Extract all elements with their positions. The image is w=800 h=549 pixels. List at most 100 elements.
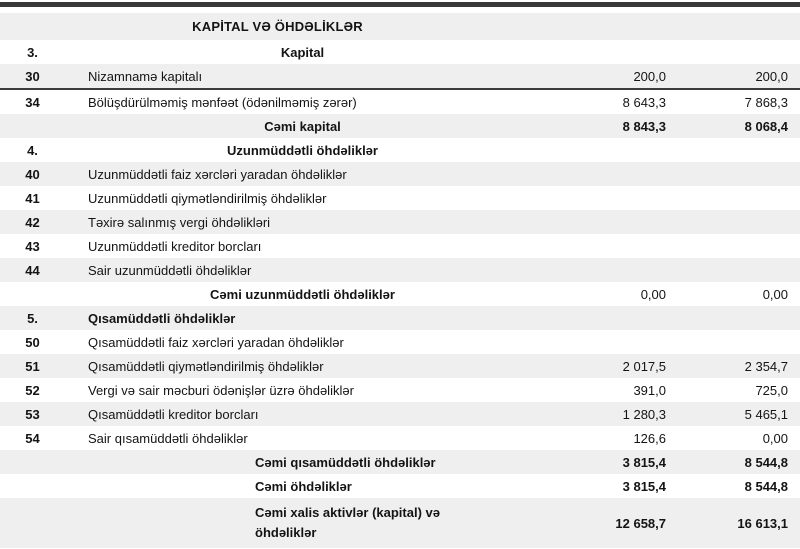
value-col-2-text: 0,00 bbox=[762, 430, 788, 446]
account-code-text: 30 bbox=[25, 68, 40, 84]
account-code-text: 53 bbox=[25, 406, 40, 422]
account-label: Sair qısamüddətli öhdəliklər bbox=[65, 431, 540, 446]
value-col-1: 1 280,3 bbox=[540, 407, 673, 422]
value-col-1-text: 12 658,7 bbox=[615, 515, 666, 531]
value-col-2-text: 7 868,3 bbox=[744, 94, 788, 110]
account-code: 5. bbox=[0, 311, 65, 326]
account-code-text: 3. bbox=[27, 44, 38, 60]
account-label: Təxirə salınmış vergi öhdəlikləri bbox=[65, 215, 540, 230]
value-col-2-text: 2 354,7 bbox=[744, 358, 788, 374]
table-row: 30 Nizamnamə kapitalı 200,0 200,0 bbox=[0, 64, 800, 88]
account-code: 41 bbox=[0, 191, 65, 206]
table-row: KAPİTAL VƏ ÖHDƏLİKLƏR bbox=[0, 13, 800, 40]
account-code-text: 52 bbox=[25, 382, 40, 398]
balance-sheet-table: KAPİTAL VƏ ÖHDƏLİKLƏR 3. Kapital 30 Nizamna… bbox=[0, 13, 800, 548]
account-code-text: 50 bbox=[25, 334, 40, 350]
table-row: 50 Qısamüddətli faiz xərcləri yaradan öhd… bbox=[0, 330, 800, 354]
value-col-1: 200,0 bbox=[540, 69, 673, 84]
account-label: Uzunmüddətli kreditor borcları bbox=[65, 239, 540, 254]
account-code-text: 43 bbox=[25, 238, 40, 254]
account-label-text: Sair uzunmüddətli öhdəliklər bbox=[88, 262, 252, 278]
value-col-1-text: 126,6 bbox=[633, 430, 666, 446]
account-label: Cəmi qısamüddətli öhdəliklər bbox=[65, 455, 540, 470]
account-label-text: Qısamüddətli kreditor borcları bbox=[88, 406, 259, 422]
account-label: Cəmi xalis aktivlər (kapital) və öhdəlik… bbox=[65, 503, 540, 543]
table-row: 53 Qısamüddətli kreditor borcları 1 280,3 5… bbox=[0, 402, 800, 426]
value-col-2: 0,00 bbox=[673, 431, 800, 446]
account-code: 44 bbox=[0, 263, 65, 278]
table-row: 42 Təxirə salınmış vergi öhdəlikləri bbox=[0, 210, 800, 234]
value-col-1: 0,00 bbox=[540, 287, 673, 302]
account-code-text: 41 bbox=[25, 190, 40, 206]
table-row: Cəmi qısamüddətli öhdəliklər 3 815,4 8 544… bbox=[0, 450, 800, 474]
account-label-text: Vergi və sair məcburi ödənişlər üzrə öhd… bbox=[88, 382, 354, 398]
account-code: 30 bbox=[0, 69, 65, 84]
account-code: 53 bbox=[0, 407, 65, 422]
value-col-2: 0,00 bbox=[673, 287, 800, 302]
account-code: 54 bbox=[0, 431, 65, 446]
value-col-1: 3 815,4 bbox=[540, 479, 673, 494]
value-col-1: 126,6 bbox=[540, 431, 673, 446]
value-col-2: 16 613,1 bbox=[673, 516, 800, 531]
value-col-2-text: 5 465,1 bbox=[744, 406, 788, 422]
account-code-text: 40 bbox=[25, 166, 40, 182]
value-col-2-text: 8 544,8 bbox=[744, 454, 788, 470]
value-col-1-text: 8 643,3 bbox=[622, 94, 666, 110]
value-col-1: 8 643,3 bbox=[540, 95, 673, 110]
account-code-text: 4. bbox=[27, 142, 38, 158]
account-label-text: Cəmi kapital bbox=[264, 118, 341, 134]
value-col-1: 12 658,7 bbox=[540, 516, 673, 531]
account-code: 52 bbox=[0, 383, 65, 398]
value-col-1: 3 815,4 bbox=[540, 455, 673, 470]
account-label: Qısamüddətli qiymətləndirilmiş öhdəliklə… bbox=[65, 359, 540, 374]
account-code: 3. bbox=[0, 45, 65, 60]
value-col-2: 8 544,8 bbox=[673, 455, 800, 470]
account-label: Cəmi kapital bbox=[65, 119, 540, 134]
value-col-2-text: 8 544,8 bbox=[744, 478, 788, 494]
account-code: 50 bbox=[0, 335, 65, 350]
account-label-text: Qısamüddətli faiz xərcləri yaradan öhdəl… bbox=[88, 334, 344, 350]
table-row: Cəmi xalis aktivlər (kapital) və öhdəlik… bbox=[0, 498, 800, 548]
account-label-text: Cəmi qısamüddətli öhdəliklər bbox=[255, 454, 436, 470]
table-row: 40 Uzunmüddətli faiz xərcləri yaradan öhd… bbox=[0, 162, 800, 186]
account-label-text: Cəmi xalis aktivlər (kapital) və öhdəlik… bbox=[255, 505, 440, 540]
account-code: 34 bbox=[0, 95, 65, 110]
account-label-text: Bölüşdürülməmiş mənfəət (ödənilməmiş zər… bbox=[88, 94, 357, 110]
value-col-1-text: 391,0 bbox=[633, 382, 666, 398]
account-label: Vergi və sair məcburi ödənişlər üzrə öhd… bbox=[65, 383, 540, 398]
account-label: Sair uzunmüddətli öhdəliklər bbox=[65, 263, 540, 278]
top-divider-rule bbox=[0, 2, 800, 7]
value-col-2: 8 544,8 bbox=[673, 479, 800, 494]
account-label: Uzunmüddətli qiymətləndirilmiş öhdəliklə… bbox=[65, 191, 540, 206]
value-col-1-text: 2 017,5 bbox=[622, 358, 666, 374]
account-label-text: Cəmi uzunmüddətli öhdəliklər bbox=[210, 286, 395, 302]
table-row: Cəmi uzunmüddətli öhdəliklər 0,00 0,00 bbox=[0, 282, 800, 306]
account-label-text: Təxirə salınmış vergi öhdəlikləri bbox=[88, 214, 271, 230]
value-col-2-text: 16 613,1 bbox=[737, 515, 788, 531]
value-col-1-text: 3 815,4 bbox=[622, 454, 666, 470]
account-label-text: Kapital bbox=[280, 44, 325, 60]
account-code: 51 bbox=[0, 359, 65, 374]
value-col-2-text: 0,00 bbox=[762, 286, 788, 302]
account-code-text: 5. bbox=[27, 310, 38, 326]
value-col-2-text: 725,0 bbox=[755, 382, 788, 398]
table-row: Cəmi öhdəliklər 3 815,4 8 544,8 bbox=[0, 474, 800, 498]
account-label: Bölüşdürülməmiş mənfəət (ödənilməmiş zər… bbox=[65, 95, 540, 110]
table-row: 51 Qısamüddətli qiymətləndirilmiş öhdəlik… bbox=[0, 354, 800, 378]
account-label-text: Nizamnamə kapitalı bbox=[88, 68, 203, 84]
account-label: Qısamüddətli kreditor borcları bbox=[65, 407, 540, 422]
account-code-text: 51 bbox=[25, 358, 40, 374]
table-row: 43 Uzunmüddətli kreditor borcları bbox=[0, 234, 800, 258]
account-code-text: 44 bbox=[25, 262, 40, 278]
account-label-text: Cəmi öhdəliklər bbox=[255, 478, 352, 494]
account-label: Uzunmüddətli öhdəliklər bbox=[65, 143, 540, 158]
account-code-text: 54 bbox=[25, 430, 40, 446]
account-label: Cəmi uzunmüddətli öhdəliklər bbox=[65, 287, 540, 302]
value-col-2-text: 200,0 bbox=[755, 68, 788, 84]
value-col-2: 725,0 bbox=[673, 383, 800, 398]
value-col-2: 8 068,4 bbox=[673, 119, 800, 134]
table-row: 44 Sair uzunmüddətli öhdəliklər bbox=[0, 258, 800, 282]
value-col-1: 8 843,3 bbox=[540, 119, 673, 134]
account-code: 4. bbox=[0, 143, 65, 158]
table-row: 41 Uzunmüddətli qiymətləndirilmiş öhdəlik… bbox=[0, 186, 800, 210]
